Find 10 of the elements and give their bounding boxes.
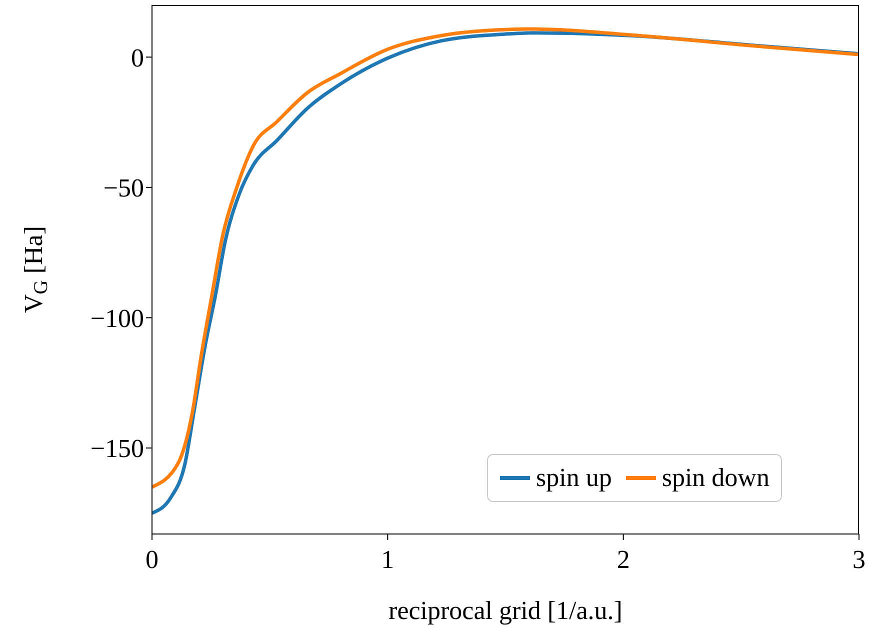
y-tick-label: −100 xyxy=(90,304,144,333)
x-tick-label: 1 xyxy=(381,545,394,574)
y-tick-label: −150 xyxy=(90,434,144,464)
x-tick-label: 3 xyxy=(852,545,866,574)
y-tick-label: 0 xyxy=(131,43,144,72)
legend-label: spin down xyxy=(662,463,770,493)
x-tick-label: 2 xyxy=(616,545,630,574)
x-axis-title: reciprocal grid [1/a.u.] xyxy=(388,596,622,625)
y-tick-label: −50 xyxy=(103,174,144,203)
legend-label: spin up xyxy=(536,463,612,493)
